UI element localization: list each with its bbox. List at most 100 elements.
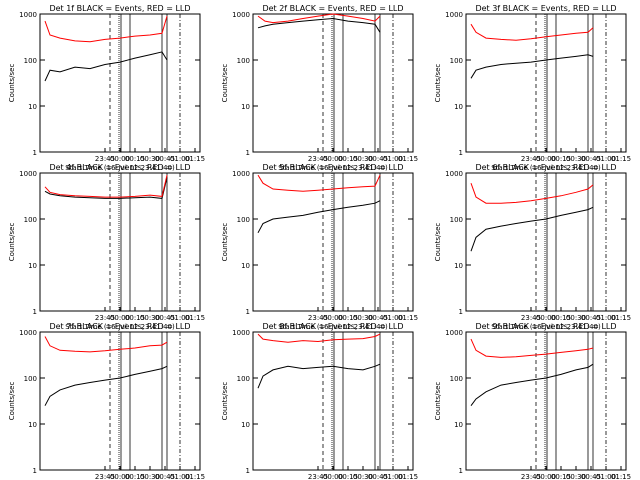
x-tick-label: 01:15 bbox=[398, 155, 418, 163]
series-line-lld bbox=[470, 338, 594, 358]
chart-title: Det 2f BLACK = Events, RED = LLD bbox=[262, 4, 403, 13]
y-tick-label: 1 bbox=[459, 308, 463, 316]
series-line-lld bbox=[44, 174, 168, 198]
x-tick-label: 01:00 bbox=[170, 155, 190, 163]
y-axis-label: Counts/sec bbox=[8, 223, 16, 262]
plot-frame bbox=[465, 331, 627, 471]
chart-title: Det 8f BLACK = Events, RED = LLD bbox=[262, 322, 403, 331]
y-axis-label: Counts/sec bbox=[8, 64, 16, 103]
x-tick-label: 01:00 bbox=[383, 155, 403, 163]
series-line-lld bbox=[44, 336, 168, 353]
x-tick-label: 00:00 bbox=[110, 314, 130, 322]
x-tick-label: 01:00 bbox=[383, 473, 403, 480]
x-tick-label: 00:30 bbox=[566, 473, 586, 480]
plot-frame bbox=[465, 172, 627, 312]
x-tick-label: 00:45 bbox=[155, 314, 175, 322]
x-tick-label: 00:15 bbox=[125, 473, 145, 480]
y-tick-label: 1 bbox=[246, 149, 250, 157]
x-tick-label: 00:15 bbox=[125, 314, 145, 322]
x-tick-label: 01:15 bbox=[398, 473, 418, 480]
x-tick-label: 00:45 bbox=[581, 155, 601, 163]
plot-frame bbox=[252, 331, 414, 471]
panel-det-5: Det 5f BLACK = Events, RED = LLD Counts/s… bbox=[221, 163, 418, 331]
x-tick-label: 00:30 bbox=[353, 473, 373, 480]
x-tick-label: 01:00 bbox=[170, 314, 190, 322]
x-tick-label: 23:45 bbox=[95, 314, 115, 322]
y-tick-label: 100 bbox=[24, 375, 37, 383]
x-tick-label: 00:30 bbox=[566, 314, 586, 322]
x-tick-label: 00:15 bbox=[338, 155, 358, 163]
x-tick-label: 01:00 bbox=[383, 314, 403, 322]
series-line-events bbox=[257, 200, 381, 234]
y-tick-label: 10 bbox=[241, 262, 250, 270]
x-axis-label: Start Time (16-Jul-12 23:41:40) bbox=[278, 323, 388, 331]
y-tick-label: 100 bbox=[237, 57, 250, 65]
x-tick-label: 01:15 bbox=[185, 473, 205, 480]
x-tick-label: 00:15 bbox=[551, 314, 571, 322]
y-tick-label: 10 bbox=[241, 103, 250, 111]
x-tick-label: 00:15 bbox=[338, 314, 358, 322]
y-axis-label: Counts/sec bbox=[434, 64, 442, 103]
panel-det-4: Det 4f BLACK = Events, RED = LLD Counts/s… bbox=[8, 163, 205, 331]
y-tick-label: 1 bbox=[33, 149, 37, 157]
x-tick-label: 00:30 bbox=[353, 155, 373, 163]
x-axis-label: Start Time (16-Jul-12 23:41:40) bbox=[65, 164, 175, 172]
series-line-events bbox=[470, 206, 594, 252]
x-tick-label: 00:00 bbox=[536, 473, 556, 480]
panel-det-1: Det 1f BLACK = Events, RED = LLD Counts/s… bbox=[8, 4, 205, 172]
y-tick-label: 1 bbox=[459, 467, 463, 475]
x-tick-label: 01:00 bbox=[170, 473, 190, 480]
y-tick-label: 100 bbox=[237, 375, 250, 383]
panel-det-2: Det 2f BLACK = Events, RED = LLD Counts/s… bbox=[221, 4, 418, 172]
x-tick-label: 00:00 bbox=[323, 155, 343, 163]
y-tick-label: 1000 bbox=[445, 329, 463, 337]
x-tick-label: 23:45 bbox=[308, 155, 328, 163]
x-tick-label: 23:45 bbox=[95, 473, 115, 480]
y-tick-label: 1 bbox=[246, 467, 250, 475]
x-tick-label: 23:45 bbox=[95, 155, 115, 163]
panel-det-9: Det 9f BLACK = Events, RED = LLD Counts/s… bbox=[434, 322, 631, 480]
series-line-lld bbox=[257, 174, 381, 192]
x-tick-label: 00:15 bbox=[338, 473, 358, 480]
plot-frame bbox=[252, 13, 414, 153]
x-tick-label: 23:45 bbox=[308, 473, 328, 480]
x-axis-label: Start Time (16-Jul-12 23:41:40) bbox=[65, 323, 175, 331]
y-tick-label: 10 bbox=[28, 262, 37, 270]
y-tick-label: 1 bbox=[33, 308, 37, 316]
y-axis-label: Counts/sec bbox=[434, 223, 442, 262]
x-tick-label: 01:15 bbox=[611, 473, 631, 480]
y-tick-label: 100 bbox=[24, 216, 37, 224]
panel-det-8: Det 8f BLACK = Events, RED = LLD Counts/s… bbox=[221, 322, 418, 480]
y-tick-label: 10 bbox=[454, 262, 463, 270]
x-tick-label: 23:45 bbox=[521, 155, 541, 163]
x-tick-label: 00:15 bbox=[551, 473, 571, 480]
x-axis-label: Start Time (16-Jul-12 23:41:40) bbox=[491, 164, 601, 172]
x-tick-label: 01:00 bbox=[596, 314, 616, 322]
plot-frame bbox=[252, 172, 414, 312]
x-tick-label: 00:45 bbox=[155, 155, 175, 163]
x-tick-label: 01:00 bbox=[596, 155, 616, 163]
x-axis-label: Start Time (16-Jul-12 23:41:40) bbox=[278, 164, 388, 172]
y-tick-label: 1000 bbox=[19, 11, 37, 19]
series-line-events bbox=[44, 365, 168, 406]
x-tick-label: 00:30 bbox=[140, 314, 160, 322]
y-tick-label: 1 bbox=[246, 308, 250, 316]
series-line-lld bbox=[44, 15, 168, 43]
y-axis-label: Counts/sec bbox=[221, 223, 229, 262]
panel-det-7: Det 7f BLACK = Events, RED = LLD Counts/s… bbox=[8, 322, 205, 480]
chart-title: Det 3f BLACK = Events, RED = LLD bbox=[475, 4, 616, 13]
x-tick-label: 01:15 bbox=[185, 314, 205, 322]
x-tick-label: 00:00 bbox=[536, 314, 556, 322]
series-line-events bbox=[470, 54, 594, 79]
series-line-lld bbox=[470, 23, 594, 41]
panel-det-6: Det 6f BLACK = Events, RED = LLD Counts/s… bbox=[434, 163, 631, 331]
x-tick-label: 01:00 bbox=[596, 473, 616, 480]
plot-frame bbox=[39, 13, 201, 153]
x-tick-label: 00:30 bbox=[140, 155, 160, 163]
chart-title: Det 1f BLACK = Events, RED = LLD bbox=[49, 4, 190, 13]
x-tick-label: 23:45 bbox=[521, 473, 541, 480]
y-tick-label: 100 bbox=[237, 216, 250, 224]
plot-frame bbox=[465, 13, 627, 153]
x-tick-label: 01:15 bbox=[398, 314, 418, 322]
